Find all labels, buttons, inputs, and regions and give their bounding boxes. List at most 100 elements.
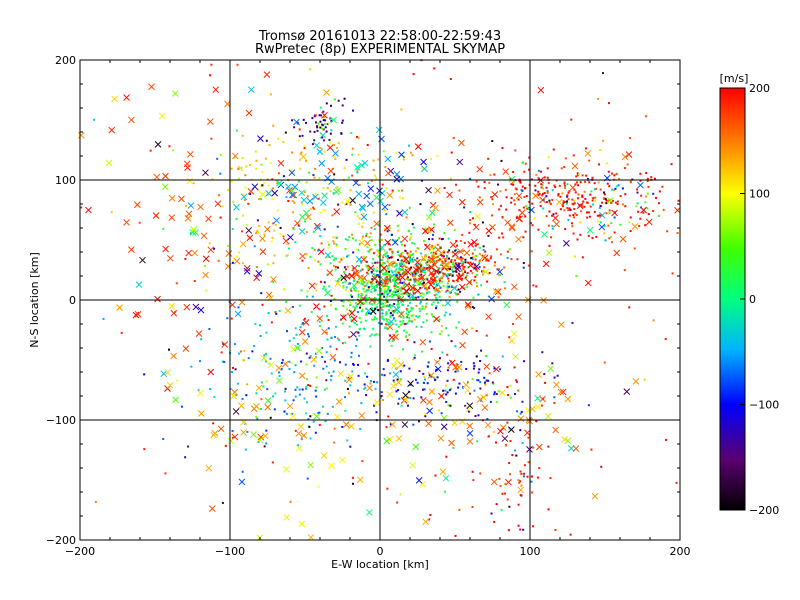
data-point-dot — [313, 195, 316, 198]
data-point-dot — [427, 259, 430, 262]
data-point-dot — [433, 294, 436, 297]
data-point-dot — [617, 184, 620, 187]
data-point-dot — [628, 306, 631, 309]
data-point-dot — [601, 72, 604, 75]
data-point-cross — [458, 198, 466, 206]
data-point-dot — [378, 239, 381, 242]
data-point-dot — [581, 194, 584, 197]
data-point-cross — [434, 280, 442, 288]
data-point-cross — [275, 364, 283, 372]
data-point-dot — [549, 477, 552, 480]
data-point-dot — [282, 175, 285, 178]
data-point-dot — [255, 392, 258, 395]
data-point-dot — [237, 166, 240, 169]
data-point-dot — [540, 194, 543, 197]
data-point-dot — [270, 321, 273, 324]
data-point-dot — [428, 287, 431, 290]
data-point-dot — [666, 230, 669, 233]
data-point-dot — [323, 228, 326, 231]
data-point-cross — [607, 197, 614, 204]
data-point-dot — [363, 255, 366, 258]
data-point-cross — [584, 279, 592, 287]
data-point-dot — [554, 528, 557, 531]
data-point-dot — [553, 184, 556, 187]
data-point-cross — [493, 365, 500, 373]
data-point-dot — [309, 437, 312, 440]
data-point-dot — [499, 190, 502, 193]
data-point-dot — [345, 286, 348, 289]
data-point-dot — [294, 388, 297, 391]
data-point-dot — [454, 345, 457, 348]
data-point-cross — [390, 362, 398, 370]
data-point-dot — [405, 266, 408, 269]
data-point-dot — [392, 310, 395, 313]
data-point-dot — [401, 282, 404, 285]
data-point-dot — [402, 316, 405, 319]
data-point-dot — [394, 331, 397, 334]
data-point-dot — [318, 177, 321, 180]
data-point-dot — [245, 165, 248, 168]
data-point-dot — [263, 233, 266, 236]
data-point-cross — [414, 143, 422, 150]
data-point-dot — [408, 206, 411, 209]
data-point-cross — [295, 430, 303, 437]
data-point-dot — [440, 271, 443, 274]
data-point-dot — [413, 354, 416, 357]
data-point-cross — [123, 94, 130, 101]
data-point-dot — [416, 381, 419, 384]
data-point-dot — [657, 214, 660, 217]
data-point-dot — [231, 366, 234, 369]
data-point-cross — [335, 398, 343, 405]
data-point-dot — [299, 158, 302, 161]
data-point-dot — [434, 474, 437, 477]
data-point-cross — [139, 256, 146, 264]
data-point-cross — [298, 328, 306, 336]
data-point-dot — [309, 68, 312, 71]
data-point-cross — [154, 141, 162, 148]
data-point-dot — [338, 277, 341, 280]
data-point-dot — [352, 320, 355, 323]
data-point-cross — [195, 330, 203, 337]
data-point-dot — [400, 404, 403, 407]
data-point-dot — [435, 298, 438, 301]
data-point-dot — [380, 264, 383, 267]
data-point-dot — [381, 399, 384, 402]
data-point-dot — [475, 329, 478, 332]
data-point-dot — [345, 268, 348, 271]
data-point-dot — [470, 257, 473, 260]
data-point-cross — [541, 230, 548, 238]
data-point-dot — [408, 144, 411, 147]
data-point-dot — [413, 271, 416, 274]
data-point-dot — [455, 262, 458, 265]
data-point-dot — [568, 207, 571, 210]
data-point-dot — [410, 271, 413, 274]
data-point-cross — [425, 186, 432, 194]
data-point-dot — [399, 378, 402, 381]
data-point-cross — [166, 381, 174, 389]
data-point-dot — [490, 196, 493, 199]
data-point-dot — [380, 297, 383, 300]
data-point-cross — [350, 282, 358, 289]
data-point-dot — [309, 384, 312, 387]
data-point-dot — [399, 296, 402, 299]
data-point-cross — [360, 256, 368, 263]
data-point-dot — [412, 397, 415, 400]
data-point-dot — [436, 255, 439, 258]
data-point-dot — [388, 291, 391, 294]
data-point-dot — [519, 181, 522, 184]
data-point-dot — [365, 284, 368, 287]
data-point-dot — [267, 221, 270, 224]
data-point-dot — [438, 295, 441, 298]
data-point-dot — [490, 512, 493, 515]
data-point-dot — [374, 174, 377, 177]
data-point-dot — [425, 292, 428, 295]
data-point-cross — [632, 378, 640, 385]
data-point-dot — [397, 189, 400, 192]
data-point-cross — [559, 388, 567, 396]
data-point-cross — [384, 169, 392, 177]
data-point-cross — [384, 239, 392, 246]
data-point-dot — [624, 193, 627, 196]
data-point-cross — [297, 423, 305, 430]
data-point-dot — [422, 372, 425, 375]
data-point-cross — [315, 347, 323, 355]
